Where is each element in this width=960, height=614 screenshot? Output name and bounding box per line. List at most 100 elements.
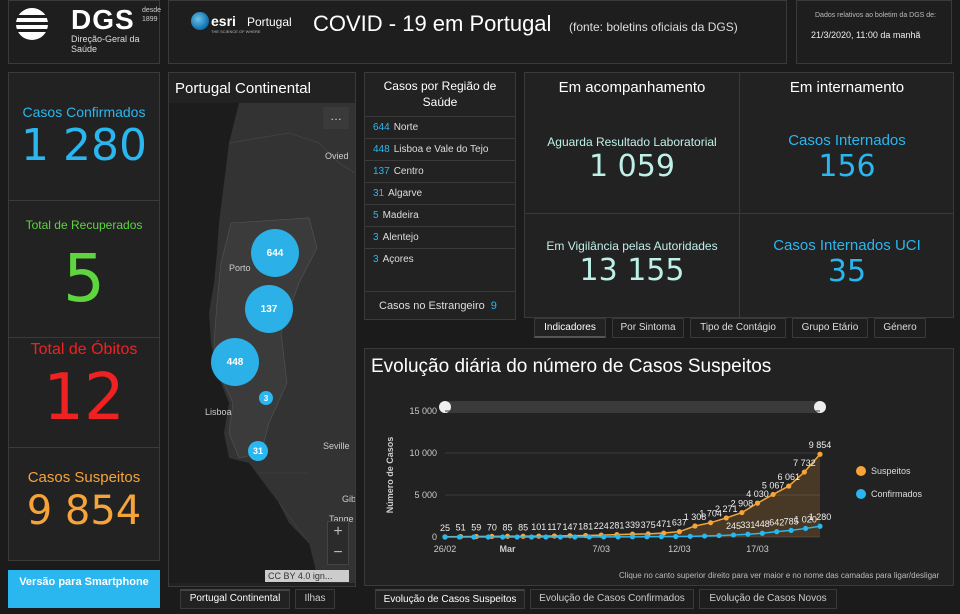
data-label: 471	[656, 519, 671, 529]
tab-evolucao-suspeitos[interactable]: Evolução de Casos Suspeitos	[375, 589, 525, 609]
legend-entry[interactable]: Confirmados	[871, 489, 923, 499]
x-tick-label: 7/03	[592, 544, 610, 554]
lab-result-stat: Aguarda Resultado Laboratorial 1 059	[525, 135, 739, 184]
tab-por-sintoma[interactable]: Por Sintoma	[612, 318, 684, 338]
kpi-confirmed: Casos Confirmados 1 280	[9, 73, 159, 201]
map-label-lisboa: Lisboa	[205, 407, 232, 417]
smartphone-version-button[interactable]: Versão para Smartphone	[8, 570, 160, 608]
data-point	[442, 534, 448, 540]
data-point	[601, 534, 607, 540]
dgs-logo-subtitle: Direção-Geral da Saúde	[71, 34, 140, 54]
esri-portugal-logo: esri Portugal THE SCIENCE OF WHERE	[191, 11, 301, 35]
data-point	[676, 529, 682, 535]
cluster-alentejo[interactable]: 3	[259, 391, 273, 405]
data-label: 375	[641, 520, 656, 530]
data-point	[687, 533, 693, 539]
data-point	[673, 533, 679, 540]
page-source: (fonte: boletins oficiais da DGS)	[569, 20, 738, 34]
cluster-algarve[interactable]: 31	[248, 441, 268, 461]
list-item[interactable]: 3 Açores	[365, 248, 515, 270]
regions-list: Casos por Região de Saúde 644 Norte 448 Li…	[364, 72, 516, 320]
cluster-lisboa-label: 448	[227, 357, 244, 368]
list-item[interactable]: 644 Norte	[365, 116, 515, 138]
dgs-logo-since: desde 1899	[142, 7, 162, 23]
lab-result-value: 1 059	[589, 149, 675, 184]
zoom-out-button[interactable]: −	[333, 544, 343, 561]
data-point	[658, 534, 664, 540]
abroad-cases[interactable]: Casos no Estrangeiro 9	[365, 291, 515, 321]
cluster-lisboa[interactable]: 448	[211, 338, 259, 386]
data-point	[485, 534, 491, 540]
map-label-porto: Porto	[229, 263, 251, 273]
tab-ilhas[interactable]: Ilhas	[295, 589, 335, 609]
map-attribution[interactable]: CC BY 4.0 ign...	[265, 570, 349, 582]
zoom-in-button[interactable]: +	[333, 523, 343, 540]
tab-portugal-continental[interactable]: Portugal Continental	[180, 589, 290, 609]
data-point	[629, 534, 636, 540]
cluster-norte[interactable]: 644	[251, 229, 299, 277]
kpi-suspect-value: 9 854	[26, 488, 142, 534]
data-point	[759, 530, 765, 536]
data-point	[528, 534, 535, 540]
range-slider-right-handle[interactable]	[814, 401, 826, 413]
region-name: Lisboa e Vale do Tejo	[393, 144, 489, 155]
kpi-recovered-value: 5	[63, 240, 105, 317]
list-item[interactable]: 3 Alentejo	[365, 226, 515, 248]
stats-panel: Em acompanhamento Aguarda Resultado Labo…	[524, 72, 954, 318]
data-point	[802, 525, 809, 532]
data-label: 1 020	[794, 514, 817, 524]
data-point	[644, 534, 650, 540]
zoom-control: + −	[327, 521, 349, 565]
tab-tipo-contagio[interactable]: Tipo de Contágio	[690, 318, 786, 338]
tab-grupo-etario[interactable]: Grupo Etário	[792, 318, 868, 338]
kpi-suspect-label: Casos Suspeitos	[27, 469, 141, 486]
data-point	[774, 529, 780, 535]
data-point	[551, 533, 557, 539]
chart-note: Clique no canto superior direito para ve…	[619, 571, 940, 580]
title-banner: esri Portugal THE SCIENCE OF WHERE COVID…	[168, 0, 787, 64]
hospitalization-title: Em internamento	[789, 79, 905, 96]
legend-entry[interactable]: Suspeitos	[871, 466, 911, 476]
date-note: Dados relativos ao boletim da DGS de:	[815, 12, 937, 19]
region-count: 3	[373, 254, 379, 265]
cluster-centro[interactable]: 137	[245, 285, 293, 333]
list-item[interactable]: 31 Algarve	[365, 182, 515, 204]
tab-indicadores[interactable]: Indicadores	[534, 318, 606, 338]
list-item[interactable]: 448 Lisboa e Vale do Tejo	[365, 138, 515, 160]
hospitalized-value: 156	[818, 149, 876, 184]
esri-tagline: THE SCIENCE OF WHERE	[211, 29, 261, 34]
dgs-emblem-icon	[16, 8, 48, 40]
tab-evolucao-novos[interactable]: Evolução de Casos Novos	[699, 589, 837, 609]
data-label: 2 271	[715, 504, 738, 514]
legend-marker	[856, 466, 866, 476]
y-axis-label: Número de Casos	[385, 437, 395, 514]
tab-genero[interactable]: Género	[874, 318, 926, 338]
data-label: 245	[726, 521, 741, 531]
data-point	[536, 533, 542, 539]
surveillance-value: 13 155	[579, 253, 685, 288]
x-tick-label: 12/03	[668, 544, 691, 554]
abroad-label: Casos no Estrangeiro	[379, 300, 485, 312]
monitoring-column: Em acompanhamento Aguarda Resultado Labo…	[525, 73, 740, 317]
data-label: 2 908	[731, 499, 754, 509]
list-item[interactable]: 5 Madeira	[365, 204, 515, 226]
icu-label: Casos Internados UCI	[773, 237, 921, 254]
data-label: 101	[531, 522, 546, 532]
map-menu-button[interactable]: …	[323, 107, 349, 129]
region-name: Alentejo	[382, 232, 419, 243]
map-panel[interactable]: Portugal Continental Ovied Porto Lisboa …	[168, 72, 356, 587]
cluster-norte-label: 644	[267, 248, 284, 259]
tab-evolucao-confirmados[interactable]: Evolução de Casos Confirmados	[530, 589, 694, 609]
dgs-logo-name: DGS	[71, 4, 135, 35]
data-label: 448	[755, 519, 770, 529]
list-item[interactable]: 137 Centro	[365, 160, 515, 182]
data-label: 51	[456, 523, 466, 533]
suspect-cases-chart[interactable]: 0 5 000 10 000 15 000 Número de Casos 26/02 Ma…	[365, 349, 953, 585]
range-slider-left-handle[interactable]	[439, 401, 451, 413]
portugal-map[interactable]: Ovied Porto Lisboa Seville Gib Tange 644…	[169, 103, 355, 583]
data-point	[716, 532, 722, 539]
data-label: 181	[578, 521, 593, 531]
map-label-ovied: Ovied	[325, 151, 349, 161]
data-label: 85	[502, 522, 512, 532]
region-name: Madeira	[382, 210, 419, 221]
